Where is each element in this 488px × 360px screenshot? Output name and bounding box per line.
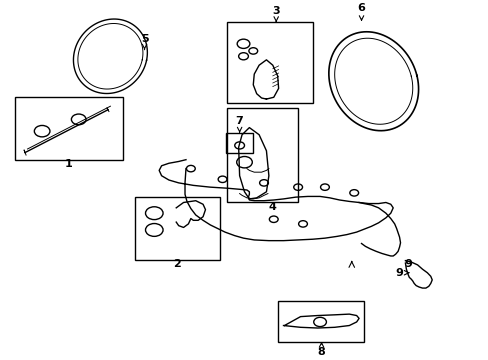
Bar bbox=[227, 22, 312, 103]
Text: 9: 9 bbox=[394, 268, 408, 278]
Text: 8: 8 bbox=[317, 343, 325, 357]
Bar bbox=[277, 301, 364, 342]
Text: 1: 1 bbox=[65, 159, 73, 169]
Text: 7: 7 bbox=[235, 116, 243, 132]
Bar bbox=[225, 133, 252, 153]
Bar bbox=[227, 108, 298, 202]
Bar bbox=[15, 97, 122, 160]
Bar bbox=[135, 197, 220, 260]
Text: 6: 6 bbox=[357, 4, 365, 20]
Text: 3: 3 bbox=[272, 6, 280, 22]
Text: 5: 5 bbox=[141, 34, 148, 49]
Text: 2: 2 bbox=[173, 259, 181, 269]
Text: 9: 9 bbox=[403, 259, 411, 269]
Text: 4: 4 bbox=[268, 202, 276, 212]
